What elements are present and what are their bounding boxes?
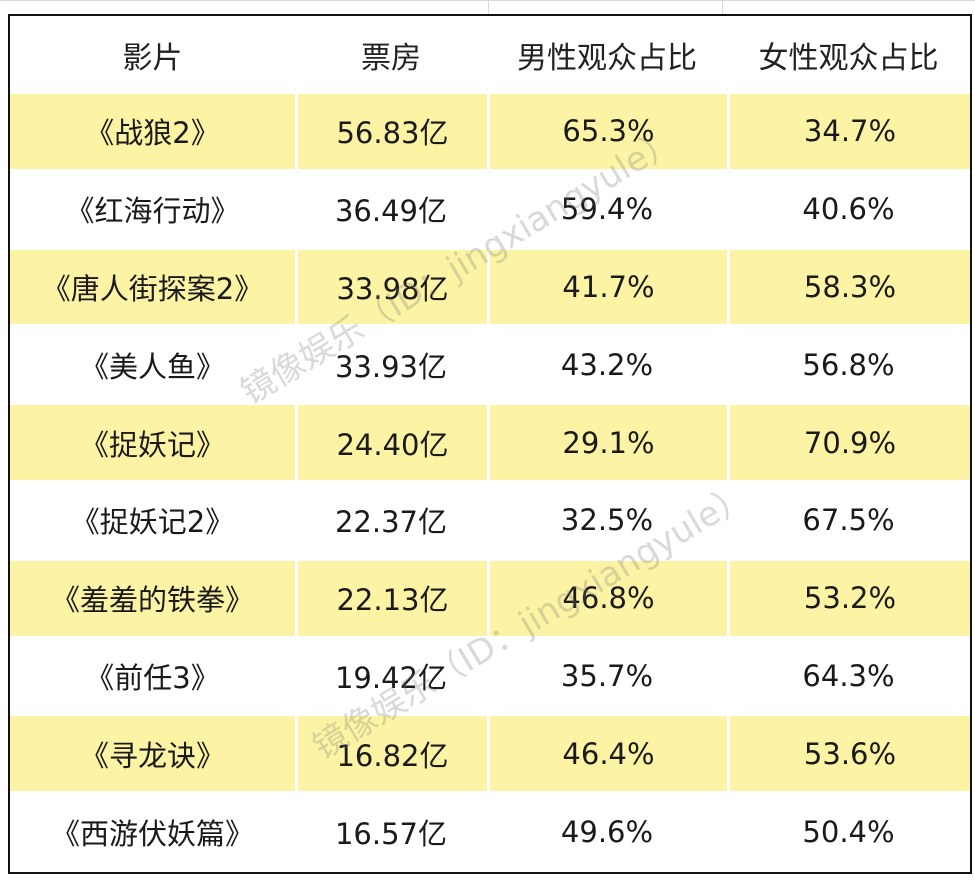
- sheet-gridline-col-c: [722, 0, 723, 14]
- cell-box-office: 19.42亿: [334, 660, 448, 695]
- cell-film: 《寻龙诀》: [10, 716, 295, 792]
- cell-film: 《唐人街探案2》: [10, 249, 295, 325]
- cell-box-office: 16.57亿: [334, 816, 448, 851]
- table-row: 《羞羞的铁拳》 22.13亿 46.8% 53.2%: [10, 560, 970, 636]
- cell-film: 《捉妖记2》: [70, 505, 235, 540]
- table-header-row: 影片 票房 男性观众占比 女性观众占比: [10, 16, 970, 94]
- cell-male-share: 35.7%: [560, 658, 654, 693]
- cell-female-share: 53.2%: [727, 560, 970, 636]
- table-row: 《西游伏妖篇》 16.57亿 49.6% 50.4%: [10, 794, 970, 869]
- cell-male-share: 32.5%: [560, 503, 654, 538]
- table-row: 《美人鱼》 33.93亿 43.2% 56.8%: [10, 327, 970, 402]
- cell-male-share: 41.7%: [487, 249, 727, 325]
- cell-film: 《美人鱼》: [79, 349, 225, 384]
- cell-box-office: 24.40亿: [295, 405, 487, 480]
- cell-female-share: 70.9%: [727, 405, 970, 480]
- cell-female-share: 67.5%: [802, 503, 895, 538]
- table-row: 《捉妖记2》 22.37亿 32.5% 67.5%: [10, 483, 970, 558]
- box-office-table: 影片 票房 男性观众占比 女性观众占比 《战狼2》 56.83亿 65.3% 34.7…: [8, 14, 972, 874]
- cell-male-share: 46.8%: [487, 560, 727, 636]
- sheet-gridline-col-b: [488, 0, 489, 14]
- cell-film: 《战狼2》: [10, 94, 295, 169]
- cell-male-share: 49.6%: [560, 814, 654, 849]
- table-row: 《捉妖记》 24.40亿 29.1% 70.9%: [10, 405, 970, 480]
- cell-male-share: 59.4%: [560, 192, 654, 227]
- cell-film: 《捉妖记》: [10, 405, 295, 480]
- header-film: 影片: [122, 41, 183, 76]
- sheet-gridline-top: [0, 0, 975, 1]
- cell-box-office: 33.93亿: [334, 349, 448, 384]
- cell-female-share: 64.3%: [802, 658, 895, 693]
- table-row: 《前任3》 19.42亿 35.7% 64.3%: [10, 639, 970, 714]
- table-row: 《寻龙诀》 16.82亿 46.4% 53.6%: [10, 716, 970, 792]
- cell-male-share: 65.3%: [487, 94, 727, 169]
- cell-female-share: 34.7%: [727, 94, 970, 169]
- cell-box-office: 22.37亿: [334, 505, 448, 540]
- cell-film: 《羞羞的铁拳》: [10, 560, 295, 636]
- header-female-share: 女性观众占比: [758, 41, 939, 76]
- cell-box-office: 16.82亿: [295, 716, 487, 792]
- cell-male-share: 43.2%: [560, 347, 654, 382]
- cell-box-office: 36.49亿: [334, 194, 448, 229]
- cell-box-office: 22.13亿: [295, 560, 487, 636]
- cell-female-share: 56.8%: [802, 347, 895, 382]
- header-male-share: 男性观众占比: [517, 41, 697, 76]
- cell-male-share: 46.4%: [487, 716, 727, 792]
- cell-male-share: 29.1%: [487, 405, 727, 480]
- cell-film: 《西游伏妖篇》: [50, 816, 254, 851]
- cell-female-share: 58.3%: [727, 249, 970, 325]
- cell-female-share: 50.4%: [802, 814, 895, 849]
- table-row: 《战狼2》 56.83亿 65.3% 34.7%: [10, 94, 970, 169]
- table-row: 《红海行动》 36.49亿 59.4% 40.6%: [10, 172, 970, 247]
- cell-box-office: 33.98亿: [295, 249, 487, 325]
- header-box-office: 票房: [361, 41, 421, 76]
- table-row: 《唐人街探案2》 33.98亿 41.7% 58.3%: [10, 249, 970, 325]
- cell-female-share: 53.6%: [727, 716, 970, 792]
- cell-film: 《红海行动》: [65, 194, 240, 229]
- cell-box-office: 56.83亿: [295, 94, 487, 169]
- cell-female-share: 40.6%: [802, 192, 895, 227]
- cell-film: 《前任3》: [85, 660, 220, 695]
